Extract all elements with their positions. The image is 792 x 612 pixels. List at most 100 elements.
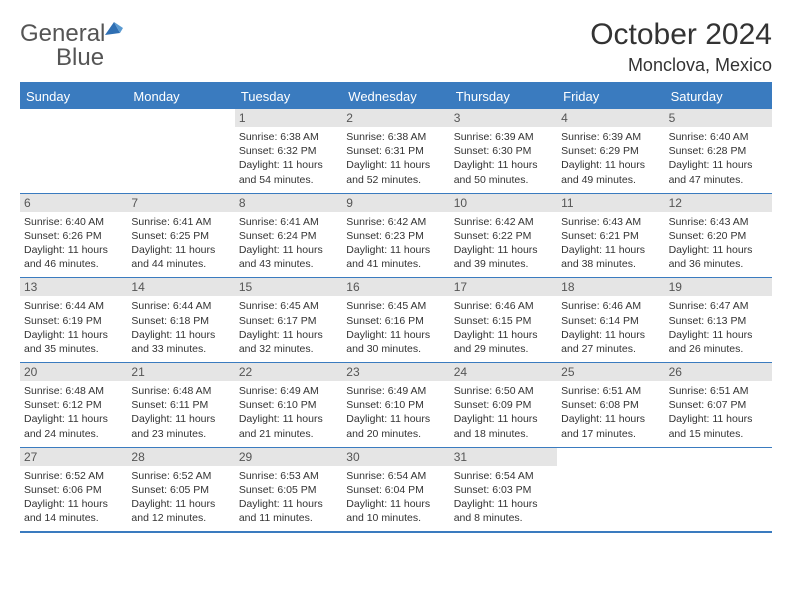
day-details: Sunrise: 6:52 AMSunset: 6:06 PMDaylight:… xyxy=(24,469,123,526)
weeks-container: 1 Sunrise: 6:38 AMSunset: 6:32 PMDaylight… xyxy=(20,109,772,531)
day-details: Sunrise: 6:45 AMSunset: 6:16 PMDaylight:… xyxy=(346,299,445,356)
day-of-week-row: Sunday Monday Tuesday Wednesday Thursday… xyxy=(20,84,772,109)
day-number: 4 xyxy=(557,109,664,127)
day-cell: 20Sunrise: 6:48 AMSunset: 6:12 PMDayligh… xyxy=(20,363,127,447)
day-details: Sunrise: 6:38 AMSunset: 6:32 PMDaylight:… xyxy=(239,130,338,187)
day-cell: 7Sunrise: 6:41 AMSunset: 6:25 PMDaylight… xyxy=(127,194,234,278)
day-number: 10 xyxy=(450,194,557,212)
day-number: 1 xyxy=(235,109,342,127)
logo: General Blue xyxy=(20,18,125,70)
day-cell: 1 Sunrise: 6:38 AMSunset: 6:32 PMDaylight… xyxy=(235,109,342,193)
day-number: 16 xyxy=(342,278,449,296)
day-details: Sunrise: 6:53 AMSunset: 6:05 PMDaylight:… xyxy=(239,469,338,526)
logo-text-block: General Blue xyxy=(20,22,105,70)
day-number: 19 xyxy=(665,278,772,296)
week-row: 1 Sunrise: 6:38 AMSunset: 6:32 PMDaylight… xyxy=(20,109,772,193)
day-details: Sunrise: 6:46 AMSunset: 6:15 PMDaylight:… xyxy=(454,299,553,356)
day-details: Sunrise: 6:43 AMSunset: 6:20 PMDaylight:… xyxy=(669,215,768,272)
day-details: Sunrise: 6:39 AMSunset: 6:29 PMDaylight:… xyxy=(561,130,660,187)
header: General Blue October 2024 Monclova, Mexi… xyxy=(20,18,772,76)
day-number: 30 xyxy=(342,448,449,466)
day-number: 20 xyxy=(20,363,127,381)
day-details: Sunrise: 6:40 AMSunset: 6:26 PMDaylight:… xyxy=(24,215,123,272)
week-row: 20Sunrise: 6:48 AMSunset: 6:12 PMDayligh… xyxy=(20,362,772,447)
dow-tuesday: Tuesday xyxy=(235,84,342,109)
dow-wednesday: Wednesday xyxy=(342,84,449,109)
day-details: Sunrise: 6:49 AMSunset: 6:10 PMDaylight:… xyxy=(346,384,445,441)
week-row: 6 Sunrise: 6:40 AMSunset: 6:26 PMDaylight… xyxy=(20,193,772,278)
day-cell: 2Sunrise: 6:38 AMSunset: 6:31 PMDaylight… xyxy=(342,109,449,193)
day-cell: 21 Sunrise: 6:48 AMSunset: 6:11 PMDayligh… xyxy=(127,363,234,447)
day-number: 13 xyxy=(20,278,127,296)
day-details: Sunrise: 6:46 AMSunset: 6:14 PMDaylight:… xyxy=(561,299,660,356)
day-cell xyxy=(127,109,234,193)
day-details: Sunrise: 6:48 AMSunset: 6:11 PMDaylight:… xyxy=(131,384,230,441)
day-number: 17 xyxy=(450,278,557,296)
day-cell: 26Sunrise: 6:51 AMSunset: 6:07 PMDayligh… xyxy=(665,363,772,447)
day-cell: 8Sunrise: 6:41 AMSunset: 6:24 PMDaylight… xyxy=(235,194,342,278)
day-cell: 18Sunrise: 6:46 AMSunset: 6:14 PMDayligh… xyxy=(557,278,664,362)
day-details: Sunrise: 6:43 AMSunset: 6:21 PMDaylight:… xyxy=(561,215,660,272)
logo-text-general: General xyxy=(20,20,105,47)
day-cell: 19Sunrise: 6:47 AMSunset: 6:13 PMDayligh… xyxy=(665,278,772,362)
day-details: Sunrise: 6:39 AMSunset: 6:30 PMDaylight:… xyxy=(454,130,553,187)
day-cell: 10 Sunrise: 6:42 AMSunset: 6:22 PMDayligh… xyxy=(450,194,557,278)
day-details: Sunrise: 6:41 AMSunset: 6:25 PMDaylight:… xyxy=(131,215,230,272)
day-cell: 15Sunrise: 6:45 AMSunset: 6:17 PMDayligh… xyxy=(235,278,342,362)
day-details: Sunrise: 6:44 AMSunset: 6:18 PMDaylight:… xyxy=(131,299,230,356)
day-details: Sunrise: 6:44 AMSunset: 6:19 PMDaylight:… xyxy=(24,299,123,356)
day-details: Sunrise: 6:54 AMSunset: 6:04 PMDaylight:… xyxy=(346,469,445,526)
day-number: 11 xyxy=(557,194,664,212)
day-number: 27 xyxy=(20,448,127,466)
day-number: 5 xyxy=(665,109,772,127)
day-cell: 28Sunrise: 6:52 AMSunset: 6:05 PMDayligh… xyxy=(127,448,234,532)
day-cell: 11 Sunrise: 6:43 AMSunset: 6:21 PMDayligh… xyxy=(557,194,664,278)
day-number: 28 xyxy=(127,448,234,466)
day-cell xyxy=(665,448,772,532)
day-number: 22 xyxy=(235,363,342,381)
day-cell xyxy=(557,448,664,532)
dow-thursday: Thursday xyxy=(450,84,557,109)
day-number: 3 xyxy=(450,109,557,127)
day-details: Sunrise: 6:51 AMSunset: 6:08 PMDaylight:… xyxy=(561,384,660,441)
day-number: 9 xyxy=(342,194,449,212)
day-cell: 13 Sunrise: 6:44 AMSunset: 6:19 PMDayligh… xyxy=(20,278,127,362)
day-details: Sunrise: 6:38 AMSunset: 6:31 PMDaylight:… xyxy=(346,130,445,187)
dow-friday: Friday xyxy=(557,84,664,109)
day-cell: 27 Sunrise: 6:52 AMSunset: 6:06 PMDayligh… xyxy=(20,448,127,532)
day-details: Sunrise: 6:40 AMSunset: 6:28 PMDaylight:… xyxy=(669,130,768,187)
day-number: 29 xyxy=(235,448,342,466)
day-number: 25 xyxy=(557,363,664,381)
day-cell: 16 Sunrise: 6:45 AMSunset: 6:16 PMDayligh… xyxy=(342,278,449,362)
day-cell: 3 Sunrise: 6:39 AMSunset: 6:30 PMDaylight… xyxy=(450,109,557,193)
day-cell: 17 Sunrise: 6:46 AMSunset: 6:15 PMDayligh… xyxy=(450,278,557,362)
day-number: 15 xyxy=(235,278,342,296)
day-cell: 25 Sunrise: 6:51 AMSunset: 6:08 PMDayligh… xyxy=(557,363,664,447)
day-number: 6 xyxy=(20,194,127,212)
logo-text-blue: Blue xyxy=(56,44,104,71)
page: General Blue October 2024 Monclova, Mexi… xyxy=(0,0,792,543)
dow-monday: Monday xyxy=(127,84,234,109)
day-details: Sunrise: 6:42 AMSunset: 6:22 PMDaylight:… xyxy=(454,215,553,272)
day-number: 8 xyxy=(235,194,342,212)
day-cell: 5 Sunrise: 6:40 AMSunset: 6:28 PMDaylight… xyxy=(665,109,772,193)
day-number: 23 xyxy=(342,363,449,381)
calendar-table: Sunday Monday Tuesday Wednesday Thursday… xyxy=(20,82,772,533)
day-number: 21 xyxy=(127,363,234,381)
dow-saturday: Saturday xyxy=(665,84,772,109)
day-cell: 6 Sunrise: 6:40 AMSunset: 6:26 PMDaylight… xyxy=(20,194,127,278)
day-cell xyxy=(20,109,127,193)
day-number: 12 xyxy=(665,194,772,212)
logo-triangle-icon xyxy=(105,20,123,36)
day-cell: 14Sunrise: 6:44 AMSunset: 6:18 PMDayligh… xyxy=(127,278,234,362)
day-cell: 30 Sunrise: 6:54 AMSunset: 6:04 PMDayligh… xyxy=(342,448,449,532)
week-row: 27 Sunrise: 6:52 AMSunset: 6:06 PMDayligh… xyxy=(20,447,772,532)
day-cell: 22Sunrise: 6:49 AMSunset: 6:10 PMDayligh… xyxy=(235,363,342,447)
dow-sunday: Sunday xyxy=(20,84,127,109)
day-cell: 9Sunrise: 6:42 AMSunset: 6:23 PMDaylight… xyxy=(342,194,449,278)
day-cell: 29 Sunrise: 6:53 AMSunset: 6:05 PMDayligh… xyxy=(235,448,342,532)
day-number: 26 xyxy=(665,363,772,381)
title-block: October 2024 Monclova, Mexico xyxy=(590,18,772,76)
day-cell: 23 Sunrise: 6:49 AMSunset: 6:10 PMDayligh… xyxy=(342,363,449,447)
week-row: 13 Sunrise: 6:44 AMSunset: 6:19 PMDayligh… xyxy=(20,277,772,362)
